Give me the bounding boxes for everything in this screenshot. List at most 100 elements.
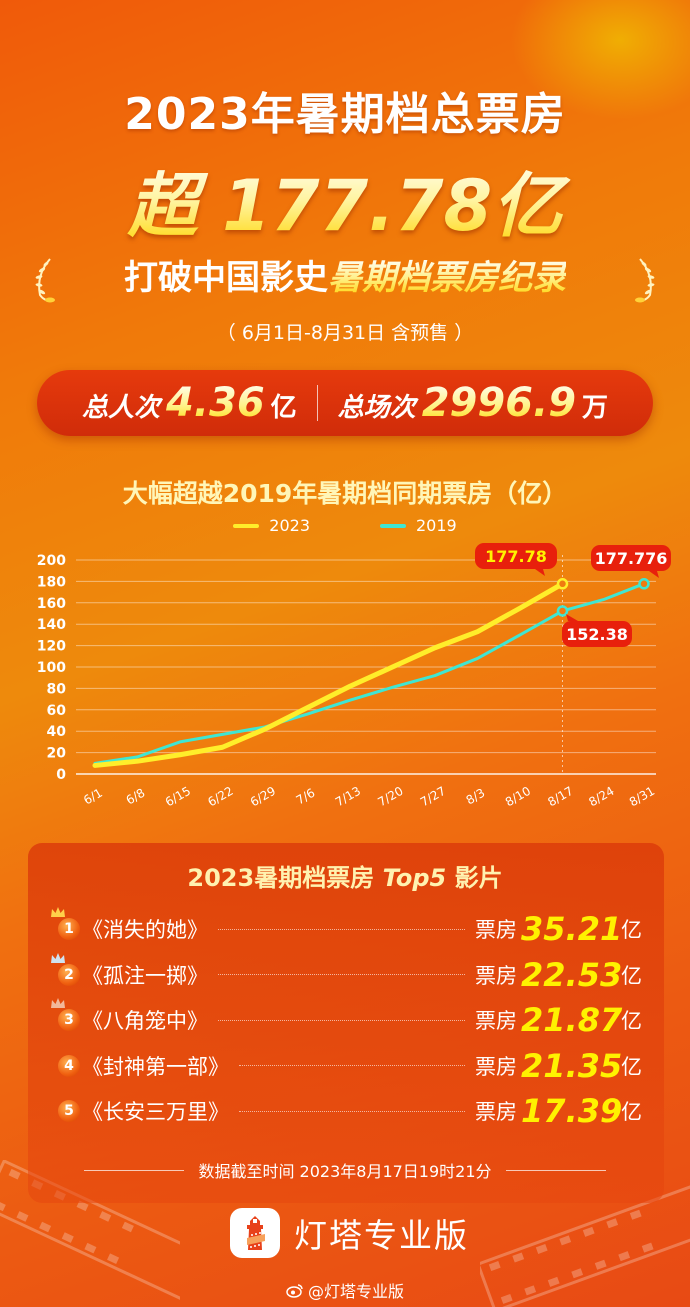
y-tick-label: 80	[47, 681, 67, 697]
x-tick-label: 7/27	[418, 784, 448, 810]
stats-divider	[316, 385, 318, 421]
weibo-handle[interactable]: @灯塔专业版	[0, 1278, 690, 1302]
top5-title: 2023暑期档票房 Top5 影片	[0, 858, 690, 893]
data-cutoff: 数据截至时间 2023年8月17日19时21分	[0, 1158, 690, 1182]
admissions-value: 4.36	[165, 380, 265, 426]
x-tick-label: 8/24	[586, 784, 616, 810]
screenings-stat: 总场次 2996.9 万	[338, 380, 608, 426]
background-glow	[510, 0, 690, 120]
callout-tail	[649, 571, 659, 578]
rank-badge: 5	[58, 1100, 80, 1122]
y-tick-label: 100	[37, 660, 66, 676]
box-office-value: 21.35	[521, 1046, 623, 1085]
box-office-value: 35.21	[521, 910, 623, 948]
y-tick-label: 180	[37, 574, 66, 590]
brand: 灯塔专业版	[230, 1208, 469, 1258]
top5-title-suffix: 影片	[446, 864, 503, 892]
weibo-handle-text: @灯塔专业版	[307, 1282, 404, 1301]
lighthouse-logo-icon	[230, 1208, 280, 1258]
screenings-unit: 万	[582, 393, 609, 423]
movie-row[interactable]: 4 《封神第一部》 票房 21.35 亿	[52, 1046, 642, 1086]
top5-panel	[28, 843, 664, 1203]
top5-title-italic: Top5	[382, 864, 447, 892]
dotted-leader	[218, 928, 465, 930]
box-office-label: 票房	[475, 1009, 517, 1033]
callout-tail	[535, 569, 545, 576]
value-callout	[475, 543, 557, 569]
box-office-unit: 亿	[621, 1100, 642, 1124]
crown-icon	[51, 907, 65, 917]
movie-row[interactable]: 2 《孤注一掷》 票房 22.53 亿	[51, 952, 642, 995]
box-office-value: 21.87	[521, 1001, 623, 1039]
record-highlight: 暑期档票房纪录	[328, 258, 566, 298]
cutoff-line-right	[505, 1169, 606, 1171]
x-tick-label: 7/13	[333, 784, 363, 810]
box-office-label: 票房	[475, 918, 517, 942]
x-tick-label: 6/1	[81, 786, 105, 808]
legend-label-2023: 2023	[269, 516, 310, 535]
x-tick-label: 6/8	[124, 786, 148, 808]
movie-title: 《消失的她》	[82, 918, 208, 942]
y-tick-label: 120	[37, 639, 66, 655]
top5-title-prefix: 2023暑期档票房	[187, 864, 383, 892]
movie-row[interactable]: 3 《八角笼中》 票房 21.87 亿	[51, 998, 642, 1040]
series-marker-2019-8-17	[556, 605, 569, 617]
rank-number: 3	[64, 1012, 74, 1028]
box-office-unit: 亿	[621, 1054, 642, 1079]
y-tick-label: 200	[37, 553, 66, 569]
film-strip-right-icon	[480, 1180, 690, 1307]
movie-title: 《八角笼中》	[82, 1009, 208, 1033]
dotted-leader	[218, 1019, 465, 1021]
x-tick-label: 7/20	[375, 784, 405, 810]
page-title: 2023年暑期档总票房	[124, 89, 566, 140]
rank-badge: 2	[51, 952, 80, 986]
rank-badge: 1	[51, 907, 80, 940]
dotted-leader	[239, 1110, 465, 1112]
record-banner: 打破中国影史暑期档票房纪录	[0, 250, 690, 299]
callout-text: 152.38	[566, 625, 628, 644]
y-tick-label: 0	[56, 767, 66, 783]
rank-number: 4	[64, 1057, 74, 1074]
rank-number: 1	[64, 921, 74, 937]
laurel-left-icon	[35, 258, 55, 303]
box-office-value: 17.39	[521, 1092, 623, 1130]
box-office-unit: 亿	[621, 963, 642, 988]
weibo-icon	[286, 1283, 303, 1298]
movie-row[interactable]: 5 《长安三万里》 票房 17.39 亿	[52, 1091, 642, 1131]
stats-pill: 总人次 4.36 亿 总场次 2996.9 万	[37, 370, 653, 436]
box-office-label: 票房	[475, 963, 517, 988]
crown-icon	[51, 998, 65, 1008]
movie-row[interactable]: 1 《消失的她》 票房 35.21 亿	[51, 907, 642, 949]
y-tick-label: 20	[47, 746, 67, 762]
box-office-value: 22.53	[521, 955, 623, 994]
value-callout	[562, 621, 632, 647]
x-tick-label: 7/6	[294, 786, 318, 808]
chart-legend: 2023 2019	[0, 516, 690, 535]
legend-item-2023[interactable]: 2023	[233, 516, 310, 535]
legend-label-2019: 2019	[416, 516, 457, 535]
box-office-unit: 亿	[621, 1009, 642, 1033]
legend-swatch-2019	[380, 523, 406, 528]
value-callout	[591, 545, 671, 571]
series-line-2019	[93, 582, 646, 765]
admissions-unit: 亿	[270, 393, 297, 423]
series-end-marker-2023	[556, 578, 569, 590]
series-end-marker-2019	[638, 578, 650, 590]
rank-number: 2	[64, 966, 74, 983]
legend-item-2019[interactable]: 2019	[380, 516, 457, 535]
screenings-label: 总场次	[337, 393, 416, 423]
y-tick-label: 140	[37, 617, 66, 633]
box-office-label: 票房	[475, 1100, 517, 1124]
box-office-unit: 亿	[621, 918, 642, 942]
y-tick-label: 40	[47, 724, 67, 740]
rank-badge: 4	[58, 1054, 80, 1077]
screenings-value: 2996.9	[421, 380, 577, 426]
y-tick-label: 60	[47, 703, 67, 719]
line-chart: 0 20 40 60 80 100 120 140 160 180 200 6/1 6/8 6/15 6/2…	[37, 543, 671, 810]
rank-badge: 3	[51, 998, 80, 1031]
crown-icon	[51, 952, 65, 963]
movie-title: 《长安三万里》	[82, 1100, 229, 1124]
y-tick-label: 160	[37, 596, 66, 612]
chart-title: 大幅超越2019年暑期档同期票房（亿）	[122, 479, 568, 508]
x-tick-label: 6/15	[163, 784, 193, 810]
